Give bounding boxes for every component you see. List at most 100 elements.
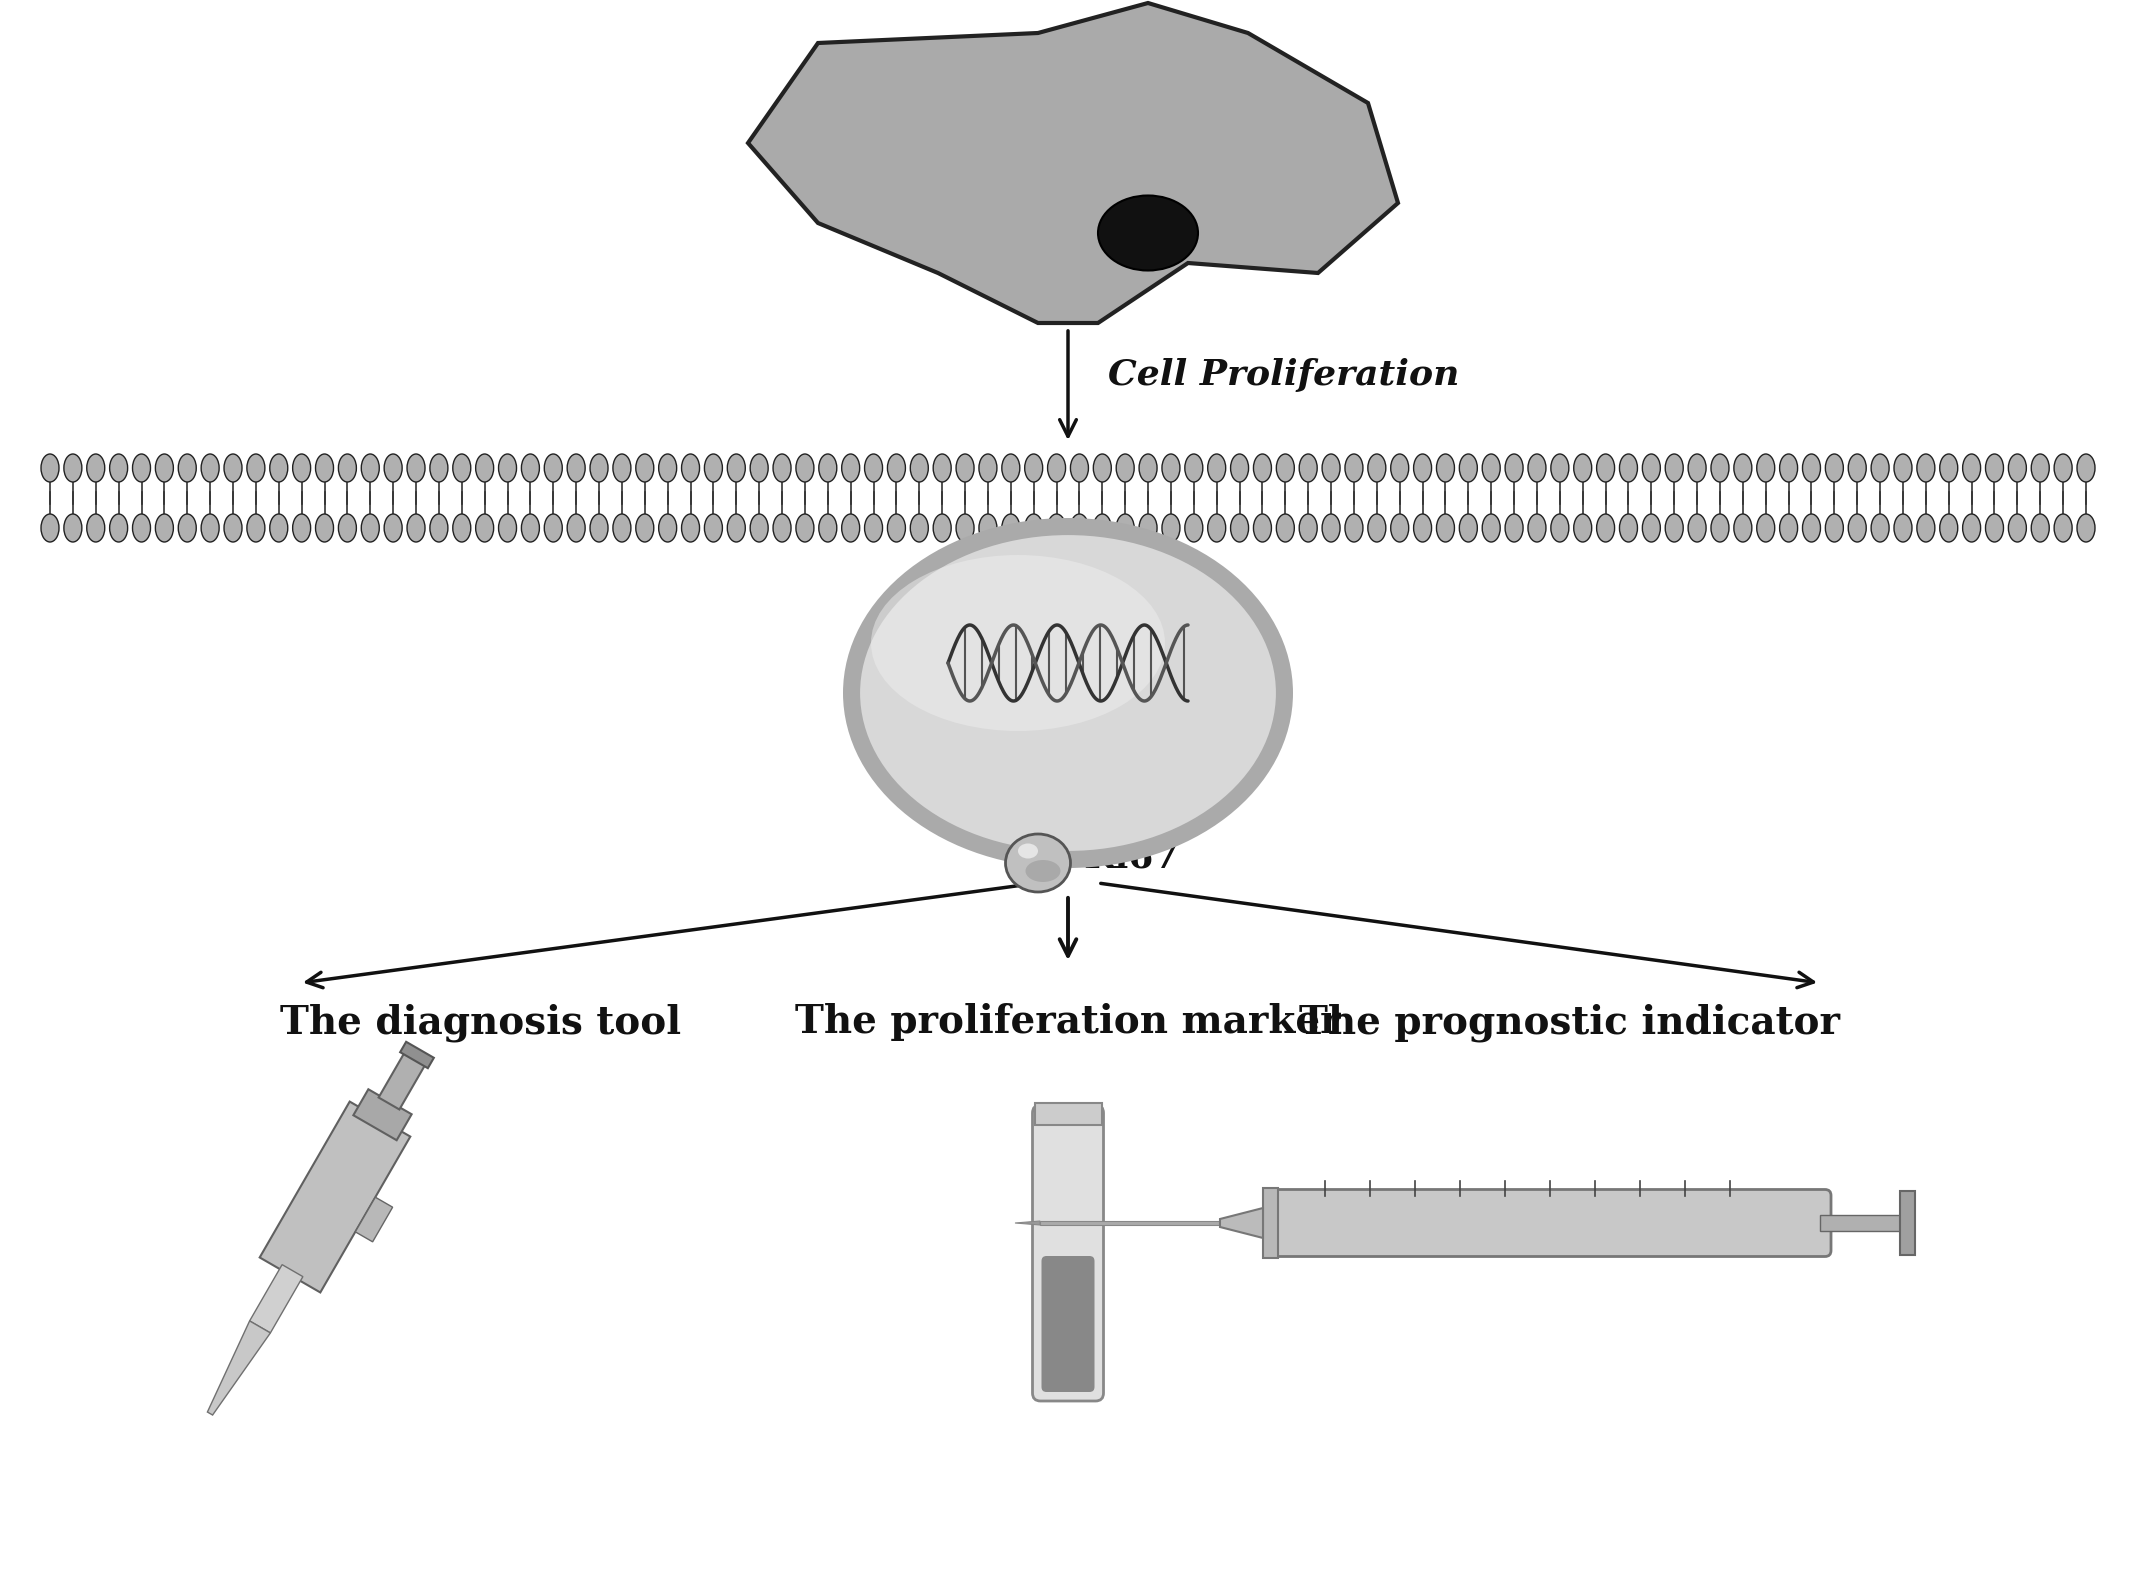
Ellipse shape	[1002, 514, 1019, 543]
Ellipse shape	[1687, 514, 1707, 543]
Ellipse shape	[658, 514, 677, 543]
Ellipse shape	[658, 455, 677, 481]
Ellipse shape	[1438, 455, 1455, 481]
Ellipse shape	[1711, 455, 1728, 481]
Ellipse shape	[1963, 455, 1980, 481]
Ellipse shape	[844, 518, 1292, 868]
Bar	[250, 1265, 303, 1332]
Ellipse shape	[842, 514, 859, 543]
Text: Ki67: Ki67	[1083, 842, 1179, 875]
Ellipse shape	[1848, 514, 1867, 543]
Text: The prognostic indicator: The prognostic indicator	[1299, 1004, 1839, 1041]
Ellipse shape	[1895, 514, 1912, 543]
Ellipse shape	[797, 455, 814, 481]
Ellipse shape	[1391, 455, 1410, 481]
Ellipse shape	[1916, 514, 1935, 543]
Bar	[355, 1197, 393, 1241]
Ellipse shape	[1025, 860, 1059, 882]
Ellipse shape	[109, 455, 128, 481]
Ellipse shape	[1459, 514, 1478, 543]
Ellipse shape	[224, 455, 241, 481]
Text: The diagnosis tool: The diagnosis tool	[280, 1004, 681, 1041]
FancyBboxPatch shape	[1032, 1104, 1104, 1402]
Ellipse shape	[337, 455, 357, 481]
Ellipse shape	[41, 455, 60, 481]
Ellipse shape	[1025, 514, 1042, 543]
Ellipse shape	[1277, 514, 1294, 543]
Ellipse shape	[201, 455, 220, 481]
Ellipse shape	[429, 514, 449, 543]
Ellipse shape	[1002, 455, 1019, 481]
Ellipse shape	[156, 514, 173, 543]
Ellipse shape	[1939, 455, 1959, 481]
Ellipse shape	[224, 514, 241, 543]
Ellipse shape	[1506, 455, 1523, 481]
Ellipse shape	[429, 455, 449, 481]
Ellipse shape	[681, 514, 698, 543]
Ellipse shape	[1047, 455, 1066, 481]
Ellipse shape	[1551, 514, 1568, 543]
Ellipse shape	[1117, 514, 1134, 543]
Ellipse shape	[1047, 514, 1066, 543]
Ellipse shape	[842, 455, 859, 481]
Ellipse shape	[1230, 455, 1250, 481]
Ellipse shape	[1482, 514, 1499, 543]
Ellipse shape	[269, 455, 288, 481]
Ellipse shape	[1162, 455, 1179, 481]
Ellipse shape	[316, 455, 333, 481]
Ellipse shape	[910, 514, 929, 543]
Bar	[1034, 1103, 1102, 1125]
Ellipse shape	[859, 533, 1277, 853]
Ellipse shape	[1322, 455, 1339, 481]
Ellipse shape	[613, 455, 630, 481]
Ellipse shape	[156, 455, 173, 481]
Ellipse shape	[545, 514, 562, 543]
Ellipse shape	[568, 455, 585, 481]
Ellipse shape	[476, 455, 493, 481]
Ellipse shape	[545, 455, 562, 481]
Ellipse shape	[886, 455, 906, 481]
Ellipse shape	[1574, 455, 1591, 481]
Ellipse shape	[1414, 455, 1431, 481]
Bar	[399, 1041, 434, 1068]
Ellipse shape	[1596, 455, 1615, 481]
Ellipse shape	[1848, 455, 1867, 481]
Ellipse shape	[1162, 514, 1179, 543]
Ellipse shape	[1277, 455, 1294, 481]
Ellipse shape	[293, 455, 310, 481]
Polygon shape	[1220, 1208, 1262, 1238]
Bar	[352, 1089, 412, 1140]
Ellipse shape	[1916, 455, 1935, 481]
Ellipse shape	[933, 455, 951, 481]
Ellipse shape	[2076, 514, 2095, 543]
Ellipse shape	[1367, 455, 1386, 481]
Ellipse shape	[1070, 455, 1089, 481]
Ellipse shape	[590, 514, 609, 543]
Ellipse shape	[568, 514, 585, 543]
Bar	[1040, 1221, 1222, 1225]
Ellipse shape	[886, 514, 906, 543]
Ellipse shape	[1391, 514, 1410, 543]
FancyBboxPatch shape	[1042, 1255, 1094, 1392]
Ellipse shape	[1185, 455, 1203, 481]
Ellipse shape	[1986, 455, 2004, 481]
Bar	[261, 1101, 410, 1293]
Ellipse shape	[1527, 455, 1546, 481]
Ellipse shape	[797, 514, 814, 543]
Ellipse shape	[773, 455, 790, 481]
Ellipse shape	[750, 455, 769, 481]
Ellipse shape	[1803, 514, 1820, 543]
Ellipse shape	[1117, 455, 1134, 481]
Ellipse shape	[1506, 514, 1523, 543]
Ellipse shape	[109, 514, 128, 543]
Ellipse shape	[1367, 514, 1386, 543]
Ellipse shape	[1019, 843, 1038, 859]
Ellipse shape	[1711, 514, 1728, 543]
Ellipse shape	[978, 455, 998, 481]
Ellipse shape	[498, 514, 517, 543]
Ellipse shape	[613, 514, 630, 543]
Ellipse shape	[910, 455, 929, 481]
Ellipse shape	[41, 514, 60, 543]
Ellipse shape	[726, 455, 745, 481]
Ellipse shape	[681, 455, 698, 481]
